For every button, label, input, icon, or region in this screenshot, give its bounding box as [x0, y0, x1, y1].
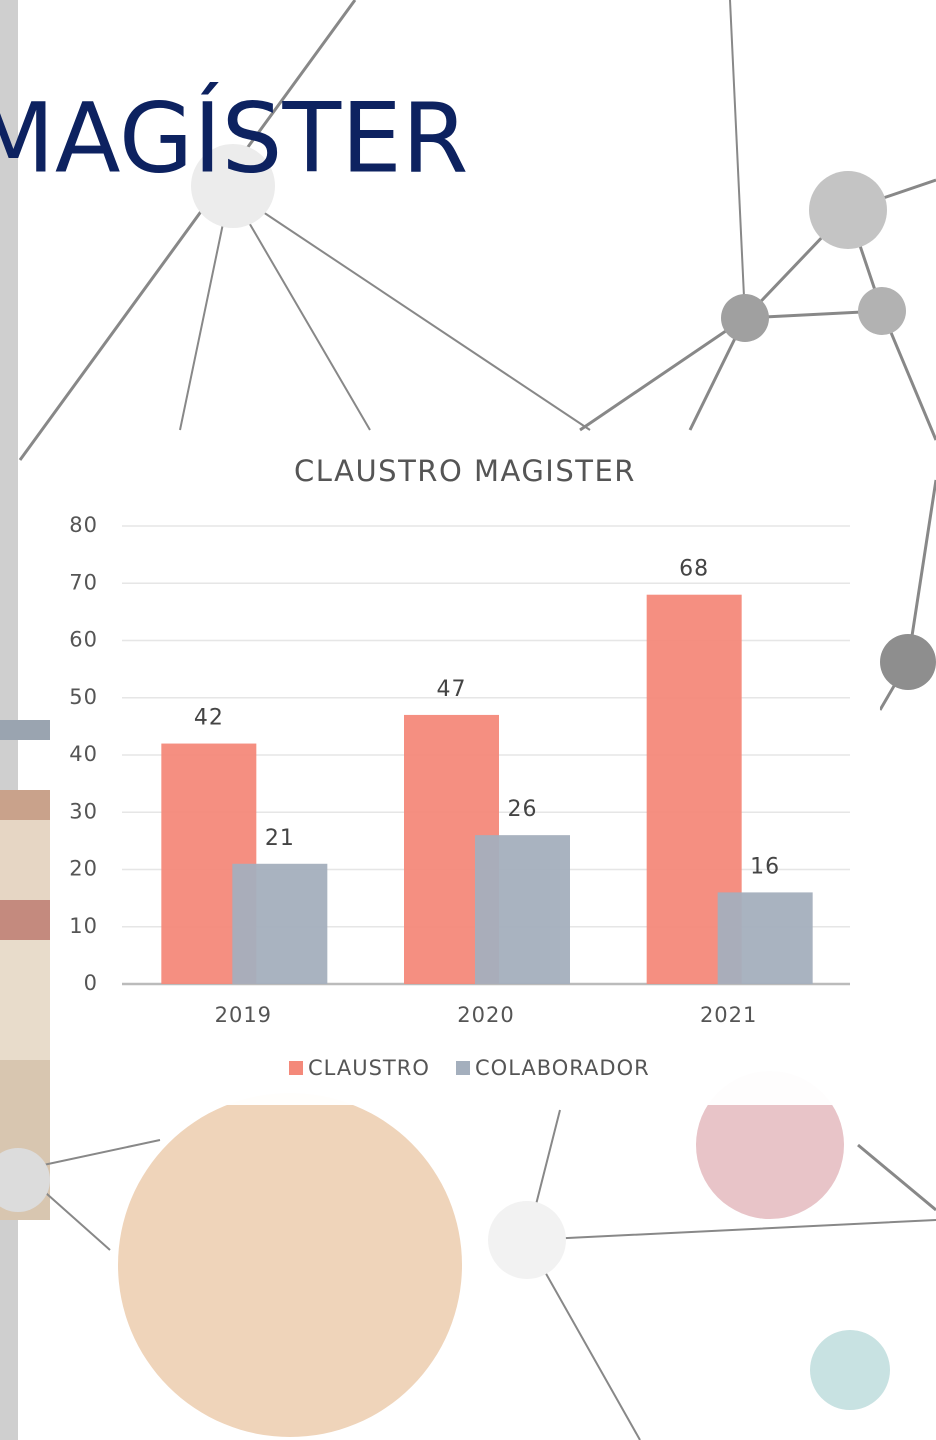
y-tick-label: 50	[69, 685, 98, 709]
bar	[475, 835, 570, 984]
page-heading: MAGÍSTER	[0, 81, 468, 194]
plot-area: 0 10 20 30 40 50 60 70 80 2019 42 21 2020 47 26 2021 68 1…	[69, 513, 850, 1080]
legend-label: COLABORADOR	[475, 1056, 650, 1080]
chart-title: CLAUSTRO MAGISTER	[294, 454, 636, 488]
bar	[717, 892, 813, 984]
x-tick-label: 2020	[457, 1003, 514, 1027]
data-label: 47	[437, 677, 467, 702]
legend-label: CLAUSTRO	[308, 1056, 430, 1080]
legend-swatch	[456, 1061, 470, 1075]
data-label: 16	[750, 854, 780, 879]
legend-swatch	[289, 1061, 303, 1075]
y-tick-label: 60	[69, 628, 98, 652]
data-label: 42	[194, 706, 224, 731]
y-tick-label: 40	[69, 742, 98, 766]
bar	[232, 863, 328, 984]
y-tick-label: 80	[69, 513, 98, 537]
y-tick-label: 70	[69, 570, 98, 594]
data-label: 68	[679, 557, 709, 582]
x-tick-label: 2019	[215, 1003, 272, 1027]
data-label: 26	[508, 797, 538, 822]
x-tick-label: 2021	[700, 1003, 757, 1027]
books	[0, 720, 50, 1220]
y-tick-label: 10	[69, 914, 98, 938]
y-tick-label: 20	[69, 857, 98, 881]
y-tick-label: 30	[69, 799, 98, 823]
data-label: 21	[265, 826, 295, 851]
y-tick-label: 0	[84, 971, 98, 995]
